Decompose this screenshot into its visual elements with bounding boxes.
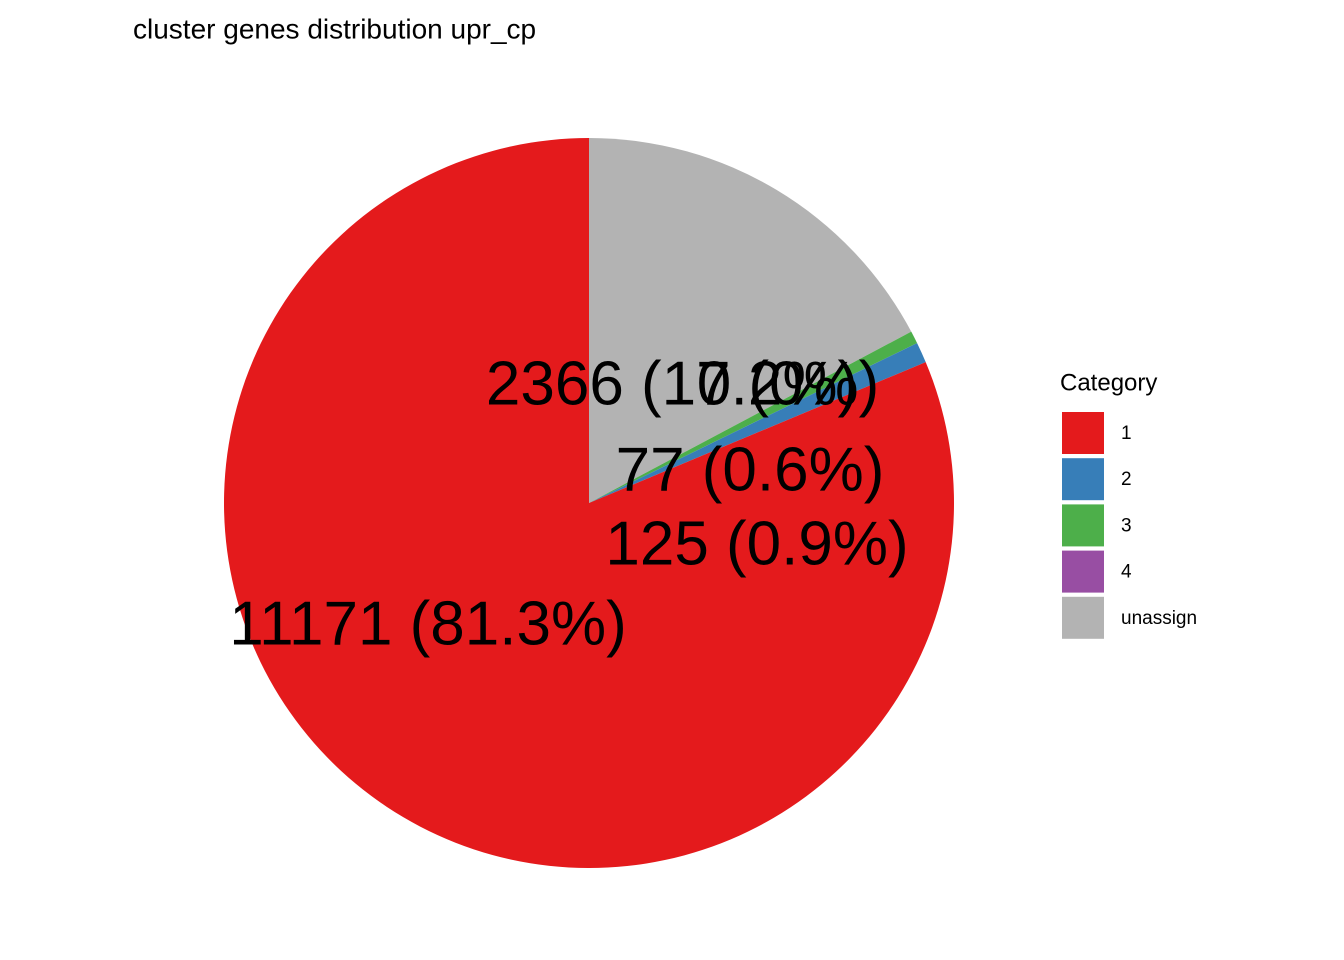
pie-slice bbox=[223, 138, 954, 868]
legend-key bbox=[1062, 504, 1104, 547]
value-label: 2366 (17.2%) bbox=[486, 349, 858, 418]
chart-title: cluster genes distribution upr_cp bbox=[133, 13, 536, 44]
legend-label: 4 bbox=[1121, 562, 1132, 583]
legend-label: unassign bbox=[1121, 608, 1197, 629]
legend-key bbox=[1062, 596, 1104, 639]
legend-key bbox=[1062, 550, 1104, 593]
legend-label: 2 bbox=[1121, 469, 1132, 490]
pie-slice bbox=[589, 343, 926, 503]
value-label: 77 (0.6%) bbox=[616, 435, 885, 504]
pie-slice bbox=[589, 331, 918, 503]
legend-title: Category bbox=[1060, 369, 1157, 396]
pie-slice bbox=[589, 138, 912, 503]
value-label: 0 (0%) bbox=[697, 349, 880, 418]
legend-key bbox=[1062, 458, 1104, 501]
legend-label: 3 bbox=[1121, 515, 1132, 536]
value-label: 11171 (81.3%) bbox=[229, 589, 627, 658]
value-label: 125 (0.9%) bbox=[605, 509, 908, 578]
legend-key bbox=[1062, 412, 1104, 454]
legend-label: 1 bbox=[1121, 423, 1132, 444]
